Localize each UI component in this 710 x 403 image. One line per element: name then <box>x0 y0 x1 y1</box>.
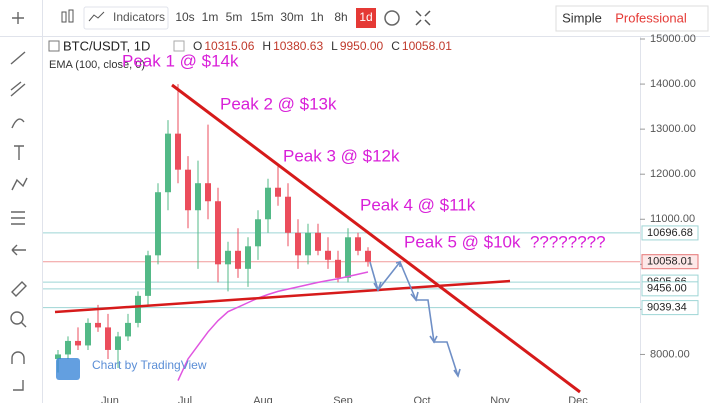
interval[interactable]: 1m <box>202 10 219 24</box>
y-tick-label: 12000.00 <box>650 168 696 180</box>
x-tick-label: Sep <box>333 395 353 403</box>
mode-switch <box>555 5 709 32</box>
candle-body <box>205 183 211 202</box>
watermark-logo <box>56 358 80 380</box>
ohlc-value: 10058.01 <box>402 39 452 53</box>
price-label: 9456.00 <box>647 283 687 295</box>
ohlc-value: 10315.06 <box>204 39 254 53</box>
ema-line <box>177 271 369 381</box>
candle-body <box>125 322 131 337</box>
forecast-arrows <box>369 260 461 378</box>
candle-body <box>285 196 291 233</box>
candle-icon[interactable] <box>61 9 74 23</box>
candle-body <box>245 246 251 269</box>
candle-body <box>115 336 121 350</box>
price-label-box <box>641 225 699 241</box>
watermark-text: Chart by TradingView <box>92 358 207 372</box>
indicator-icon <box>88 11 105 22</box>
support-line <box>54 279 511 314</box>
fullscreen-icon[interactable] <box>415 10 431 26</box>
annotation: Peak 1 @ $14k <box>122 51 239 70</box>
y-tick-label: 8000.00 <box>650 348 690 360</box>
interval[interactable]: 1d <box>359 10 372 24</box>
price-label-box <box>641 254 699 270</box>
candle-body <box>215 201 221 265</box>
x-tick-label: Oct <box>413 395 430 403</box>
x-tick-label: Aug <box>253 395 273 403</box>
price-label: 10058.01 <box>647 256 693 268</box>
watermark: Chart by TradingView <box>56 358 207 380</box>
symbol-settings-icon[interactable] <box>173 40 185 52</box>
x-tick-label: Jun <box>101 395 119 403</box>
x-tick-label: Jul <box>178 395 192 403</box>
candle-body <box>95 322 101 328</box>
candle-body <box>305 232 311 256</box>
drawing-tools[interactable] <box>10 12 28 391</box>
mode-professional[interactable]: Professional <box>615 10 687 25</box>
interval[interactable]: 15m <box>250 10 273 24</box>
y-tick-label: 15000.00 <box>650 33 696 45</box>
price-label: 9039.34 <box>647 302 687 314</box>
ohlc-key: C <box>391 39 400 53</box>
interval-active <box>356 8 376 28</box>
candle-body <box>355 237 361 251</box>
ohlc-key: O <box>193 39 202 53</box>
candle-body <box>235 250 241 269</box>
annotation: Peak 4 @ $11k <box>360 195 476 214</box>
price-label: 10696.68 <box>647 227 693 239</box>
candle-body <box>325 250 331 260</box>
candle-body <box>275 187 281 197</box>
candle-body <box>145 255 151 296</box>
interval[interactable]: 8h <box>334 10 347 24</box>
candle-body <box>55 354 61 359</box>
candle-body <box>75 340 81 346</box>
candle-body <box>165 133 171 193</box>
candle-body <box>85 322 91 346</box>
candle-body <box>335 259 341 278</box>
interval[interactable]: 5m <box>226 10 243 24</box>
interval[interactable]: 30m <box>280 10 303 24</box>
annotation: Peak 5 @ $10k ???????? <box>404 232 606 251</box>
indicators-label: Indicators <box>113 10 165 24</box>
candle-body <box>315 232 321 251</box>
ohlc-key: L <box>331 39 338 53</box>
indicators-button[interactable] <box>83 6 169 30</box>
candle-body <box>225 250 231 265</box>
candle-body <box>265 187 271 220</box>
candle-body <box>65 340 71 355</box>
ohlc-value: 10380.63 <box>273 39 323 53</box>
candle-body <box>135 295 141 323</box>
candle-body <box>195 183 201 211</box>
candle-body <box>345 237 351 278</box>
annotation: Peak 2 @ $13k <box>220 94 337 113</box>
candle-body <box>175 133 181 170</box>
y-tick-label: 13000.00 <box>650 123 696 135</box>
x-tick-label: Dec <box>568 395 588 403</box>
interval[interactable]: 1h <box>310 10 323 24</box>
collapse-icon[interactable] <box>48 40 60 52</box>
symbol: BTC/USDT, 1D <box>63 38 150 53</box>
ohlc-value: 9950.00 <box>340 39 384 53</box>
candle-body <box>105 327 111 350</box>
ohlc-key: H <box>262 39 271 53</box>
candle-body <box>185 169 191 211</box>
candle-body <box>155 192 161 256</box>
candle-body <box>255 219 261 247</box>
price-label-box <box>641 281 699 297</box>
indicator-label: EMA (100, close, 0) <box>49 59 145 71</box>
candle-body <box>295 232 301 256</box>
settings-icon[interactable] <box>384 10 400 26</box>
resistance-line <box>171 83 581 394</box>
mode-simple[interactable]: Simple <box>562 10 602 25</box>
y-tick-label: 11000.00 <box>650 213 695 225</box>
interval[interactable]: 10s <box>175 10 194 24</box>
x-tick-label: Nov <box>490 395 510 403</box>
y-tick-label: 14000.00 <box>650 78 696 90</box>
annotation: Peak 3 @ $12k <box>283 146 400 165</box>
price-label-box <box>641 300 699 316</box>
candle-body <box>365 250 371 262</box>
